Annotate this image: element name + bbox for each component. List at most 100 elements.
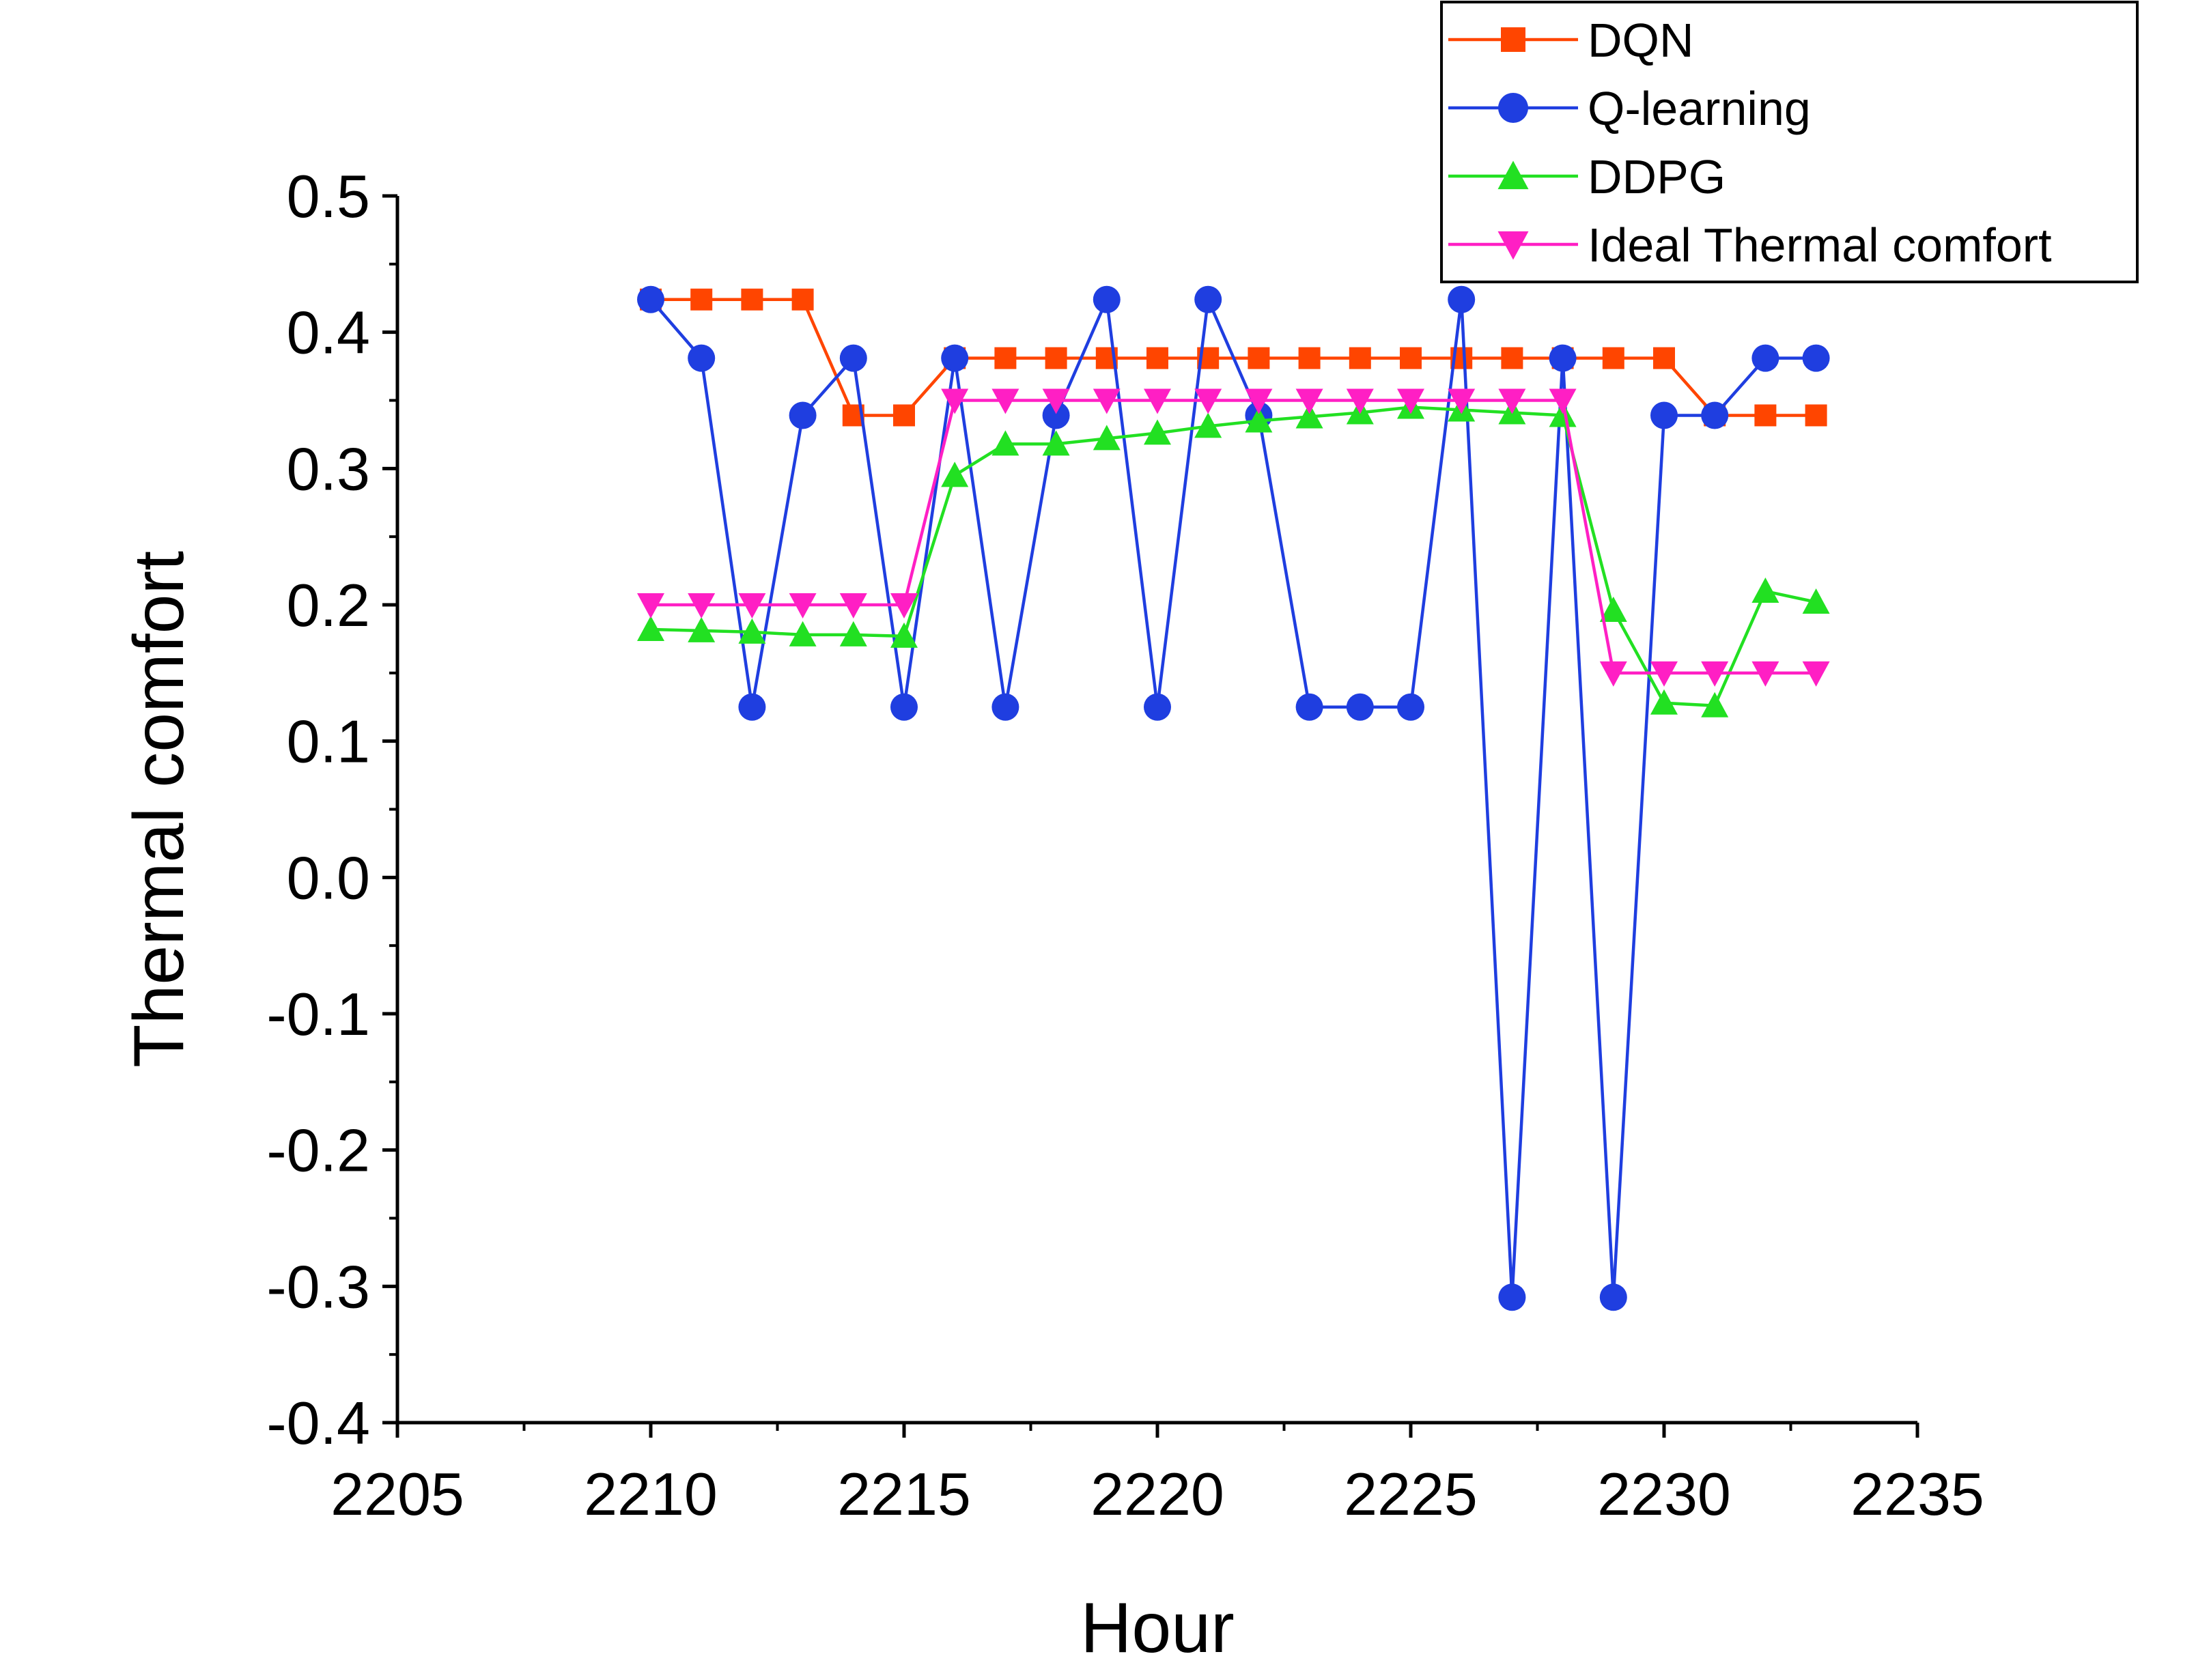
y-tick-label: -0.2 xyxy=(266,1117,370,1184)
legend-box xyxy=(1440,1,2139,283)
data-point xyxy=(1346,388,1374,414)
series-line xyxy=(649,294,1816,1298)
y-tick-label: -0.1 xyxy=(266,980,370,1048)
data-point xyxy=(1599,1283,1627,1311)
data-point xyxy=(1093,425,1121,451)
data-point xyxy=(991,388,1019,414)
data-point xyxy=(1245,388,1273,414)
data-point xyxy=(1298,347,1321,369)
data-point xyxy=(789,621,817,646)
data-point xyxy=(839,344,867,372)
data-point xyxy=(1248,347,1270,369)
data-point xyxy=(1346,693,1374,721)
x-tick-label: 2205 xyxy=(330,1460,464,1528)
x-tick-label: 2220 xyxy=(1090,1460,1224,1528)
data-point xyxy=(1802,344,1830,372)
data-point xyxy=(1650,401,1678,429)
data-point xyxy=(1751,344,1779,372)
data-point xyxy=(1194,285,1222,313)
data-point xyxy=(1805,404,1827,427)
y-tick-label: 0.5 xyxy=(287,162,370,230)
series-ddpg xyxy=(637,393,1830,717)
data-point xyxy=(1498,1283,1526,1311)
x-tick-label: 2235 xyxy=(1850,1460,1984,1528)
data-point xyxy=(1042,388,1070,414)
x-tick-label: 2230 xyxy=(1597,1460,1731,1528)
data-point xyxy=(890,622,918,648)
legend-label: DDPG xyxy=(1588,150,1726,203)
series-ideal-thermal-comfort xyxy=(637,388,1830,687)
legend-item: DQN xyxy=(1448,14,1694,67)
legend-marker xyxy=(1497,231,1529,260)
data-point xyxy=(1295,403,1323,429)
data-point xyxy=(637,285,664,313)
data-point xyxy=(1701,401,1729,429)
data-point xyxy=(1501,347,1523,369)
data-point xyxy=(1602,347,1624,369)
data-point xyxy=(1194,388,1222,414)
legend-marker xyxy=(1501,27,1525,52)
legend-marker xyxy=(1498,93,1528,123)
data-point xyxy=(839,593,867,618)
series-line xyxy=(651,399,1816,675)
legend: DQN Q-learning DDPG Ideal Thermal comfort xyxy=(1440,1,2139,283)
data-point xyxy=(893,404,915,427)
y-tick-label: 0.4 xyxy=(287,299,370,367)
data-point xyxy=(1245,407,1273,433)
data-point xyxy=(1045,347,1067,369)
data-point xyxy=(738,693,766,721)
series-line xyxy=(650,405,1817,708)
data-point xyxy=(1295,388,1323,414)
data-point xyxy=(1650,661,1678,687)
data-point xyxy=(1498,388,1526,414)
data-point xyxy=(1093,388,1121,414)
data-point xyxy=(1144,419,1171,445)
legend-label: Ideal Thermal comfort xyxy=(1588,218,2052,272)
data-point xyxy=(1144,388,1171,414)
data-point xyxy=(1549,344,1577,372)
data-point xyxy=(1701,661,1729,687)
data-point xyxy=(941,344,969,372)
y-tick-label: -0.4 xyxy=(266,1389,370,1457)
legend-item: DDPG xyxy=(1448,150,1726,203)
data-point xyxy=(1146,347,1168,369)
data-point xyxy=(1802,588,1830,614)
data-point xyxy=(738,618,766,644)
y-tick-label: 0.0 xyxy=(287,844,370,911)
data-point xyxy=(688,593,716,618)
data-point xyxy=(738,593,766,618)
data-point xyxy=(890,593,918,618)
data-point xyxy=(1397,388,1424,414)
data-point xyxy=(791,288,814,311)
data-point xyxy=(1448,285,1476,313)
data-point xyxy=(1751,578,1779,603)
data-point xyxy=(1400,347,1422,369)
data-point xyxy=(789,401,817,429)
y-tick-label: -0.3 xyxy=(266,1253,370,1320)
data-point xyxy=(839,621,867,646)
data-point xyxy=(637,615,664,641)
legend-label: Q-learning xyxy=(1588,82,1811,135)
data-point xyxy=(1802,661,1830,687)
x-tick-label: 2210 xyxy=(584,1460,718,1528)
y-tick-label: 0.1 xyxy=(287,708,370,775)
data-point xyxy=(991,430,1019,456)
x-axis-title: Hour xyxy=(1080,1589,1234,1668)
data-point xyxy=(1295,693,1323,721)
data-point xyxy=(1599,661,1627,687)
data-point xyxy=(941,388,969,414)
legend-item: Q-learning xyxy=(1448,82,1811,135)
data-point xyxy=(941,461,969,487)
legend-item: Ideal Thermal comfort xyxy=(1448,218,2052,272)
data-point xyxy=(1751,661,1779,687)
data-point xyxy=(994,347,1017,369)
data-point xyxy=(1194,412,1222,438)
data-point xyxy=(1701,692,1729,717)
y-tick-label: 0.3 xyxy=(287,435,370,502)
y-axis-title: Thermal comfort xyxy=(119,551,199,1068)
data-point xyxy=(1754,404,1777,427)
x-tick-label: 2215 xyxy=(837,1460,971,1528)
data-point xyxy=(1042,430,1070,456)
data-point xyxy=(1448,388,1476,414)
axes: 2205 2210 2215 2220 2225 2230 2235 -0.4 -0.3 -0.2… xyxy=(266,162,1984,1528)
